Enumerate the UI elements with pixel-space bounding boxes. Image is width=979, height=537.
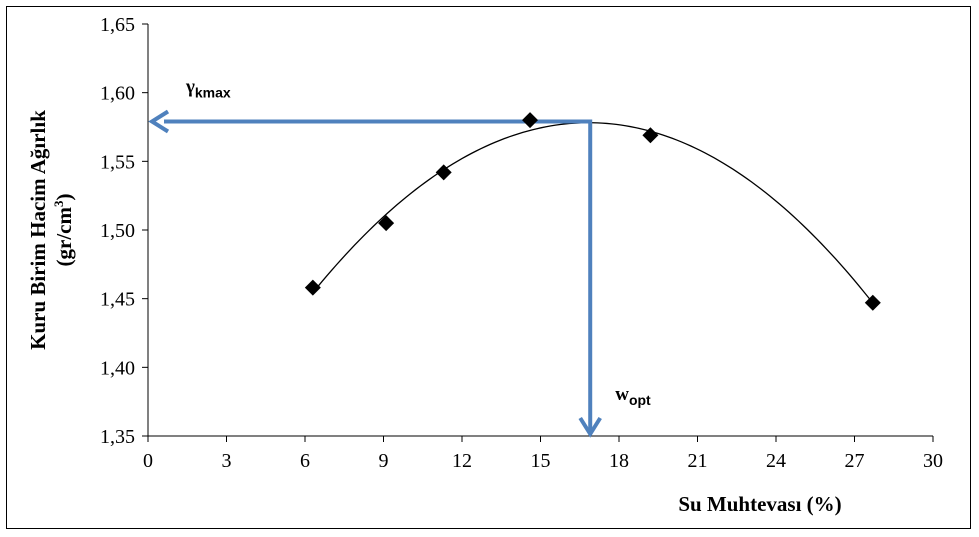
- gamma-symbol: γ: [185, 77, 195, 98]
- gamma-subscript: kmax: [195, 85, 231, 101]
- x-tick-label: 12: [452, 450, 472, 472]
- x-tick-label: 0: [143, 450, 153, 472]
- w-symbol: w: [615, 384, 629, 405]
- w-opt-arrow-head: [578, 416, 602, 438]
- w-opt-label: wopt: [615, 384, 651, 408]
- x-tick-label: 30: [923, 450, 943, 472]
- y-tick-label: 1,40: [100, 357, 135, 379]
- y-tick-label: 1,60: [100, 83, 135, 105]
- data-point: [435, 164, 452, 181]
- y-tick-label: 1,65: [100, 14, 135, 36]
- data-point: [522, 112, 539, 129]
- x-tick-label: 27: [845, 450, 865, 472]
- data-point: [378, 215, 395, 232]
- data-point: [864, 294, 881, 311]
- y-axis-unit-sup: 3: [51, 200, 66, 207]
- x-ticks: 0 3 6 9 12 15 18 21 24 27 30: [143, 436, 943, 472]
- x-tick-label: 9: [379, 450, 389, 472]
- gamma-kmax-label: γkmax: [185, 77, 231, 101]
- annotation-arrows: [148, 109, 602, 438]
- data-point: [642, 127, 659, 144]
- x-tick-label: 24: [766, 450, 786, 472]
- x-axis-title: Su Muhtevası (%): [678, 492, 841, 516]
- y-axis-unit-suffix: ): [52, 194, 76, 201]
- x-tick-label: 15: [531, 450, 551, 472]
- y-axis-title: Kuru Birim Hacim Ağırlık (gr/cm3): [26, 110, 76, 350]
- y-axis-title-line2: (gr/cm3): [51, 194, 76, 267]
- x-tick-label: 3: [222, 450, 232, 472]
- y-tick-label: 1,45: [100, 289, 135, 311]
- data-points: [304, 112, 881, 311]
- y-axis-title-line1: Kuru Birim Hacim Ağırlık: [26, 110, 50, 350]
- w-subscript: opt: [629, 392, 651, 408]
- x-tick-label: 18: [609, 450, 629, 472]
- gamma-kmax-arrow-head: [148, 109, 170, 134]
- y-ticks: 1,35 1,40 1,45 1,50 1,55 1,60 1,65: [100, 14, 148, 448]
- axes: [147, 24, 933, 437]
- x-tick-label: 21: [688, 450, 708, 472]
- y-axis-unit-prefix: (gr/cm: [52, 207, 76, 267]
- y-tick-label: 1,35: [100, 426, 135, 448]
- chart-frame: [6, 6, 971, 529]
- data-point: [304, 279, 321, 296]
- y-tick-label: 1,50: [100, 220, 135, 242]
- x-tick-label: 6: [300, 450, 310, 472]
- trendline: [312, 122, 874, 304]
- y-tick-label: 1,55: [100, 151, 135, 173]
